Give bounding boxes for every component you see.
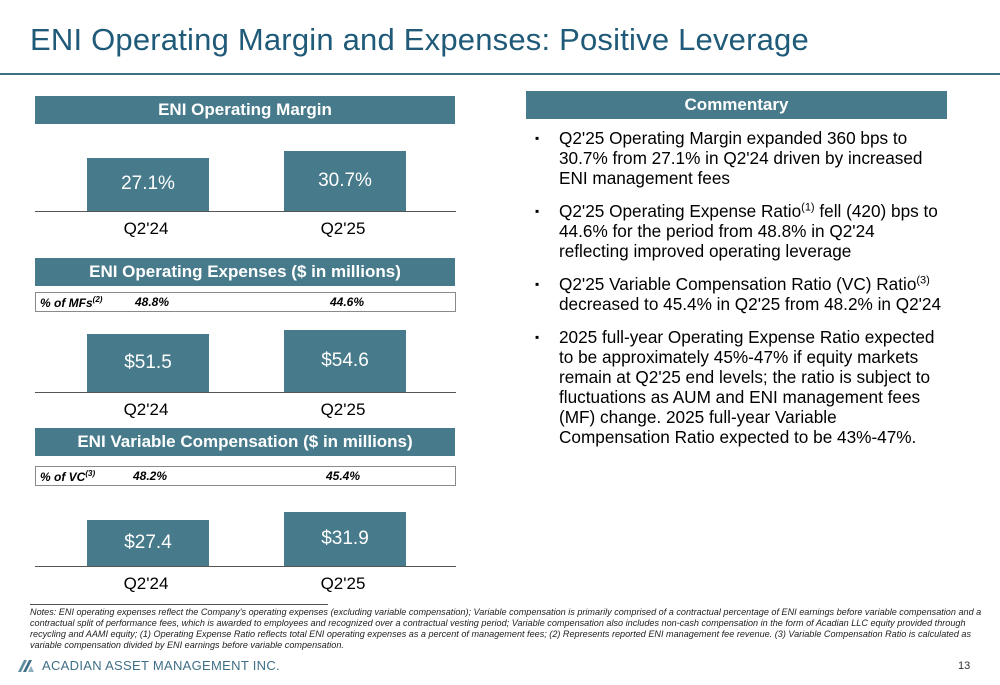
bullet-marker: ▪ [535,204,540,218]
expenses-ratio-label: % of MFs(2) [40,295,103,310]
commentary-header: Commentary [526,91,947,119]
vc-bar-q2-24: $27.4 [87,519,209,566]
bullet-marker: ▪ [535,131,540,145]
expenses-bar-q2-25: $54.6 [284,330,406,392]
expenses-ratio-q2-25: 44.6% [330,295,365,309]
vc-category-q2-24: Q2'24 [123,574,169,593]
margin-category-q2-25: Q2'25 [320,219,366,238]
commentary-bullet: ▪ 2025 full-year Operating Expense Ratio… [535,327,935,447]
commentary-bullet: ▪ Q2'25 Variable Compensation Ratio (VC)… [535,274,942,314]
expenses-ratio-row: % of MFs(2) 48.8% 44.6% [35,292,456,312]
footnotes: Notes: ENI operating expenses reflect th… [30,607,982,650]
margin-bar-q2-24: 27.1% [87,157,209,211]
expenses-chart-baseline [35,392,456,393]
margin-chart-baseline [35,211,456,212]
company-logo: ACADIAN ASSET MANAGEMENT INC. [18,658,280,673]
notes-divider [30,604,328,605]
operating-margin-header: ENI Operating Margin [35,96,455,124]
vc-category-q2-25: Q2'25 [320,574,366,593]
logo-mark-icon [18,659,34,672]
vc-bar-q2-25: $31.9 [284,512,406,566]
vc-ratio-q2-24: 48.2% [133,469,168,483]
bullet-marker: ▪ [535,277,540,291]
page-number: 13 [958,660,971,672]
vc-chart-baseline [35,566,456,567]
commentary-list: ▪ Q2'25 Operating Margin expanded 360 bp… [535,128,945,460]
vc-ratio-label: % of VC(3) [40,469,96,484]
commentary-bullet: ▪ Q2'25 Operating Expense Ratio(1) fell … [535,201,938,261]
margin-bar-q2-25: 30.7% [284,150,406,211]
expenses-category-q2-24: Q2'24 [123,400,169,419]
commentary-bullet: ▪ Q2'25 Operating Margin expanded 360 bp… [535,128,923,188]
vc-ratio-q2-25: 45.4% [326,469,361,483]
variable-compensation-header: ENI Variable Compensation ($ in millions… [35,428,455,456]
page-title: ENI Operating Margin and Expenses: Posit… [30,22,809,57]
title-divider [0,73,1000,75]
margin-category-q2-24: Q2'24 [123,219,169,238]
vc-ratio-row: % of VC(3) 48.2% 45.4% [35,466,456,486]
expenses-bar-q2-24: $51.5 [87,333,209,392]
bullet-marker: ▪ [535,330,540,344]
expenses-ratio-q2-24: 48.8% [135,295,170,309]
expenses-category-q2-25: Q2'25 [320,400,366,419]
operating-expenses-header: ENI Operating Expenses ($ in millions) [35,258,455,286]
logo-text: ACADIAN ASSET MANAGEMENT INC. [42,658,280,673]
